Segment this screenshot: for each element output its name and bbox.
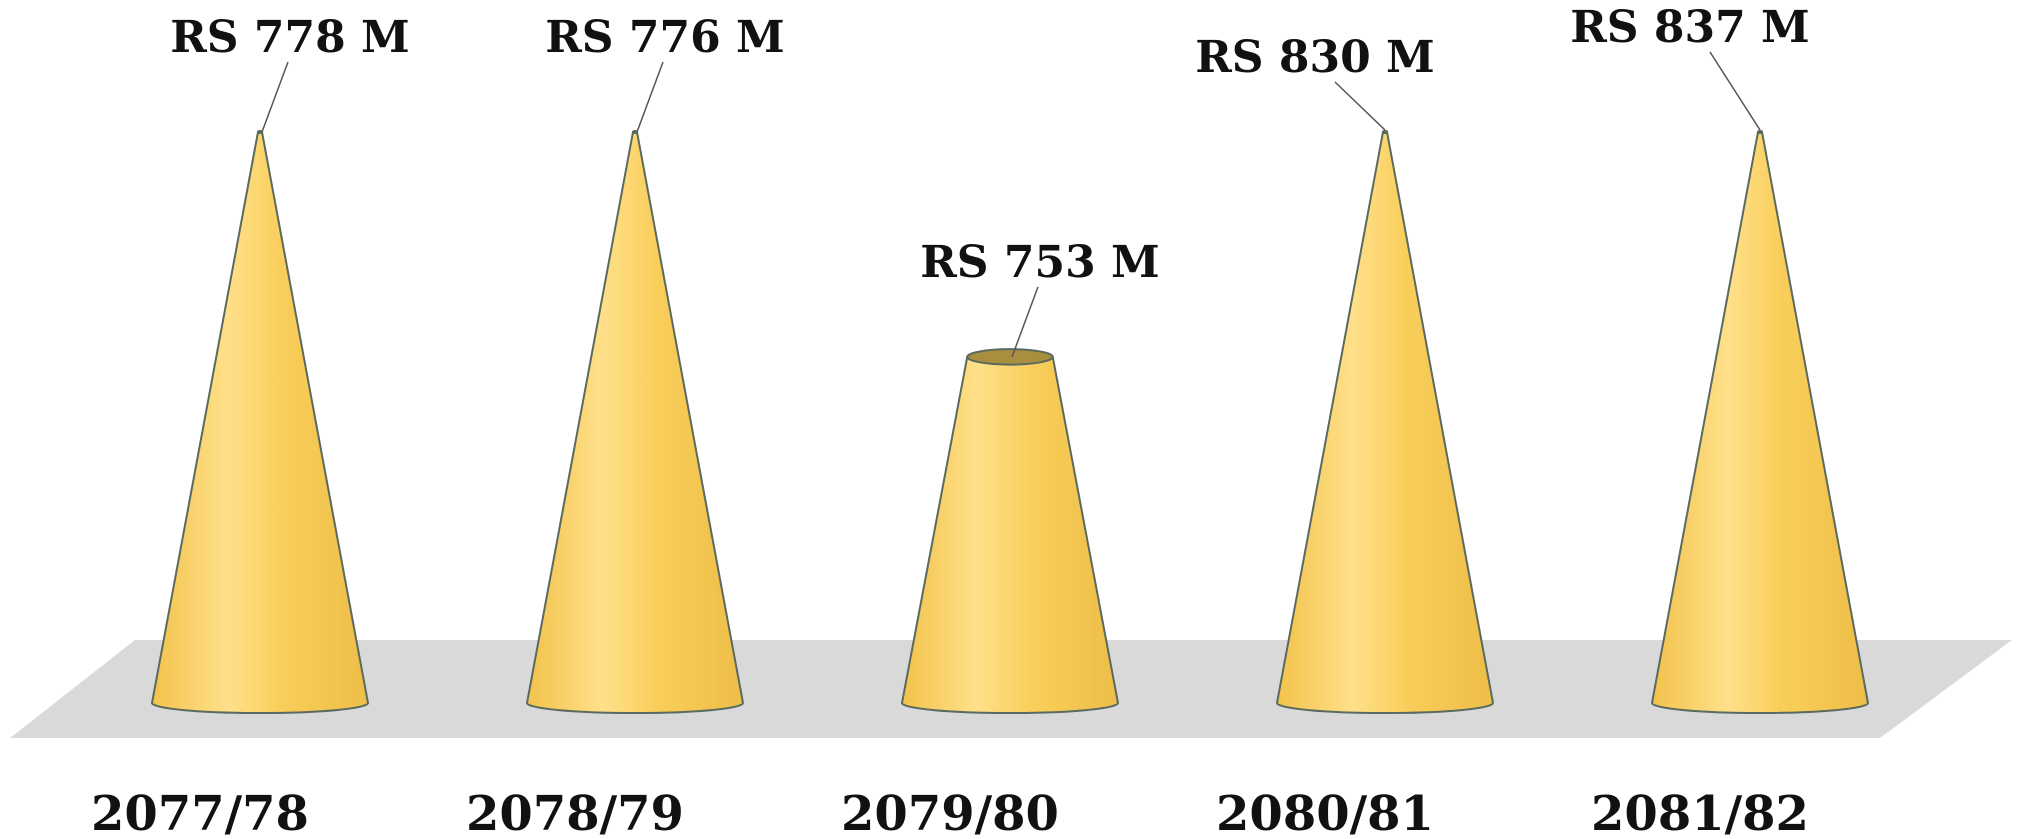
cone-top [966,348,1054,366]
cone-series [150,130,1870,714]
cone-bar [525,131,745,714]
data-label: RS 830 M [1195,32,1435,83]
x-tick-label: 2079/80 [841,786,1059,839]
data-labels: RS 778 M RS 776 M RS 753 M RS 830 M RS 837 M [170,2,1810,358]
cone-top [1382,130,1388,134]
cone-bar [1650,131,1870,714]
data-label: RS 753 M [920,237,1160,288]
cone-top [632,130,638,134]
x-tick-label: 2077/78 [91,786,309,839]
data-label: RS 778 M [170,12,410,63]
x-tick-label: 2078/79 [466,786,684,839]
x-axis-tick-labels: 2077/78 2078/79 2079/80 2080/81 2081/82 [91,786,1809,839]
label-leader-line [1011,286,1039,358]
cone-top [257,130,263,134]
cone-bar [150,131,370,714]
cone-bar [1275,131,1495,714]
label-leader-line [636,61,664,133]
cone-bar [900,355,1120,714]
label-leader-line [1334,81,1386,131]
cone-top [1757,130,1763,134]
label-leader-line [261,61,289,133]
x-tick-label: 2081/82 [1591,786,1809,839]
data-label: RS 776 M [545,12,785,63]
data-label: RS 837 M [1570,2,1810,53]
x-tick-label: 2080/81 [1216,786,1434,839]
label-leader-line [1709,51,1761,131]
